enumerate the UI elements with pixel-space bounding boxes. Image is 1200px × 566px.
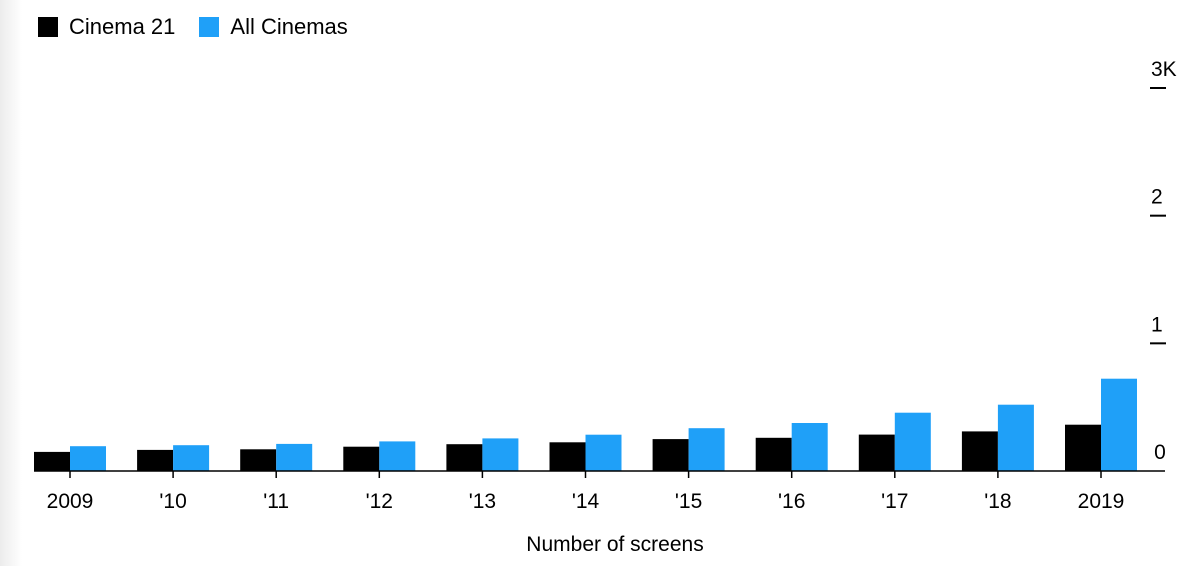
- bar-cinema-21-2: [240, 449, 277, 471]
- x-tick-label-3: '12: [366, 490, 393, 513]
- bar-cinema-21-3: [343, 446, 380, 471]
- bar-cinema-21-4: [446, 444, 483, 471]
- bar-cinema-21-6: [652, 439, 689, 471]
- legend-label-all-cinemas: All Cinemas: [230, 14, 348, 39]
- x-tick-label-9: '18: [984, 490, 1011, 513]
- legend-swatch-cinema-21: [38, 17, 58, 37]
- legend-item-cinema-21: Cinema 21: [38, 14, 175, 40]
- x-tick-label-10: 2019: [1078, 490, 1125, 513]
- y-tick-label-2: 2: [1151, 186, 1163, 209]
- x-axis-title: Number of screens: [526, 533, 703, 556]
- bar-all-cinemas-6: [688, 428, 725, 471]
- y-tick-label-1: 1: [1151, 313, 1163, 336]
- legend: Cinema 21 All Cinemas: [38, 14, 372, 40]
- bar-cinema-21-0: [34, 451, 70, 471]
- legend-swatch-all-cinemas: [199, 17, 220, 37]
- bar-all-cinemas-1: [173, 445, 210, 471]
- bar-all-cinemas-3: [379, 441, 416, 471]
- x-tick-label-7: '16: [778, 490, 805, 513]
- bar-all-cinemas-2: [276, 443, 313, 471]
- left-edge-shadow: [0, 0, 22, 566]
- bar-all-cinemas-8: [894, 412, 931, 471]
- bar-cinema-21-9: [961, 431, 998, 471]
- x-tick-label-4: '13: [469, 490, 496, 513]
- x-tick-label-6: '15: [675, 490, 702, 513]
- bar-cinema-21-10: [1065, 424, 1101, 471]
- bar-cinema-21-8: [858, 434, 895, 471]
- x-tick-label-8: '17: [881, 490, 908, 513]
- bar-all-cinemas-10: [1101, 378, 1137, 471]
- bar-all-cinemas-9: [997, 404, 1034, 471]
- bar-cinema-21-5: [549, 442, 586, 471]
- x-tick-label-5: '14: [572, 490, 600, 513]
- bar-cinema-21-7: [755, 437, 792, 471]
- y-tick-label-3: 3K: [1151, 58, 1177, 81]
- bar-all-cinemas-5: [585, 434, 622, 471]
- legend-label-cinema-21: Cinema 21: [69, 14, 176, 39]
- legend-item-all-cinemas: All Cinemas: [199, 14, 348, 40]
- x-tick-label-0: 2009: [47, 490, 94, 513]
- x-tick-label-1: '10: [159, 490, 186, 513]
- y-tick-label-0: 0: [1154, 441, 1166, 464]
- x-tick-label-2: '11: [263, 490, 289, 513]
- bar-all-cinemas-7: [791, 423, 828, 471]
- bar-all-cinemas-4: [482, 438, 519, 471]
- bar-cinema-21-1: [137, 449, 174, 471]
- bar-all-cinemas-0: [70, 446, 106, 471]
